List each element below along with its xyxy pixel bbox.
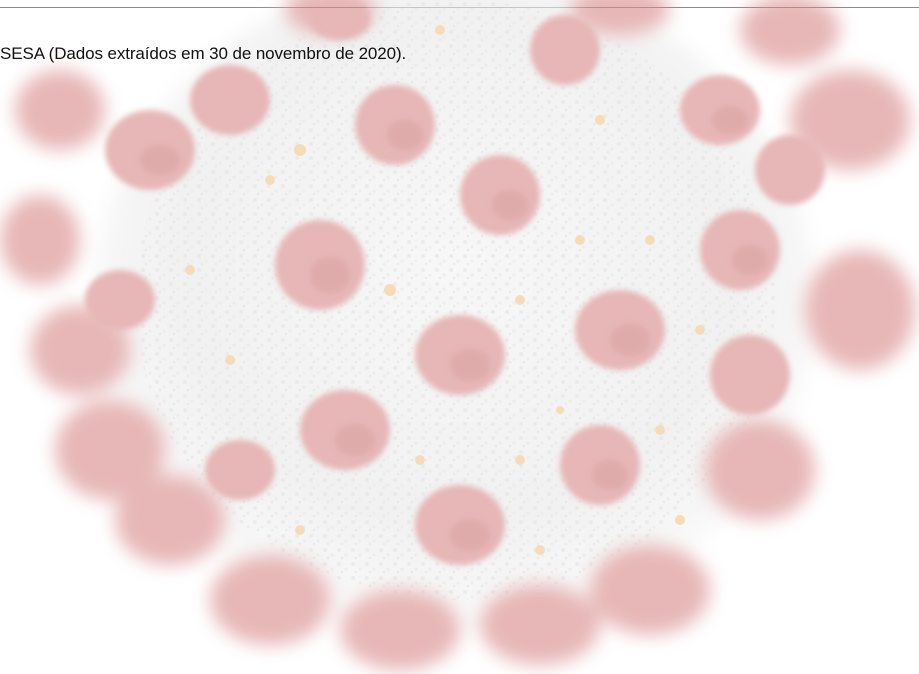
source-note: SESA (Dados extraídos em 30 de novembro … (0, 44, 407, 63)
